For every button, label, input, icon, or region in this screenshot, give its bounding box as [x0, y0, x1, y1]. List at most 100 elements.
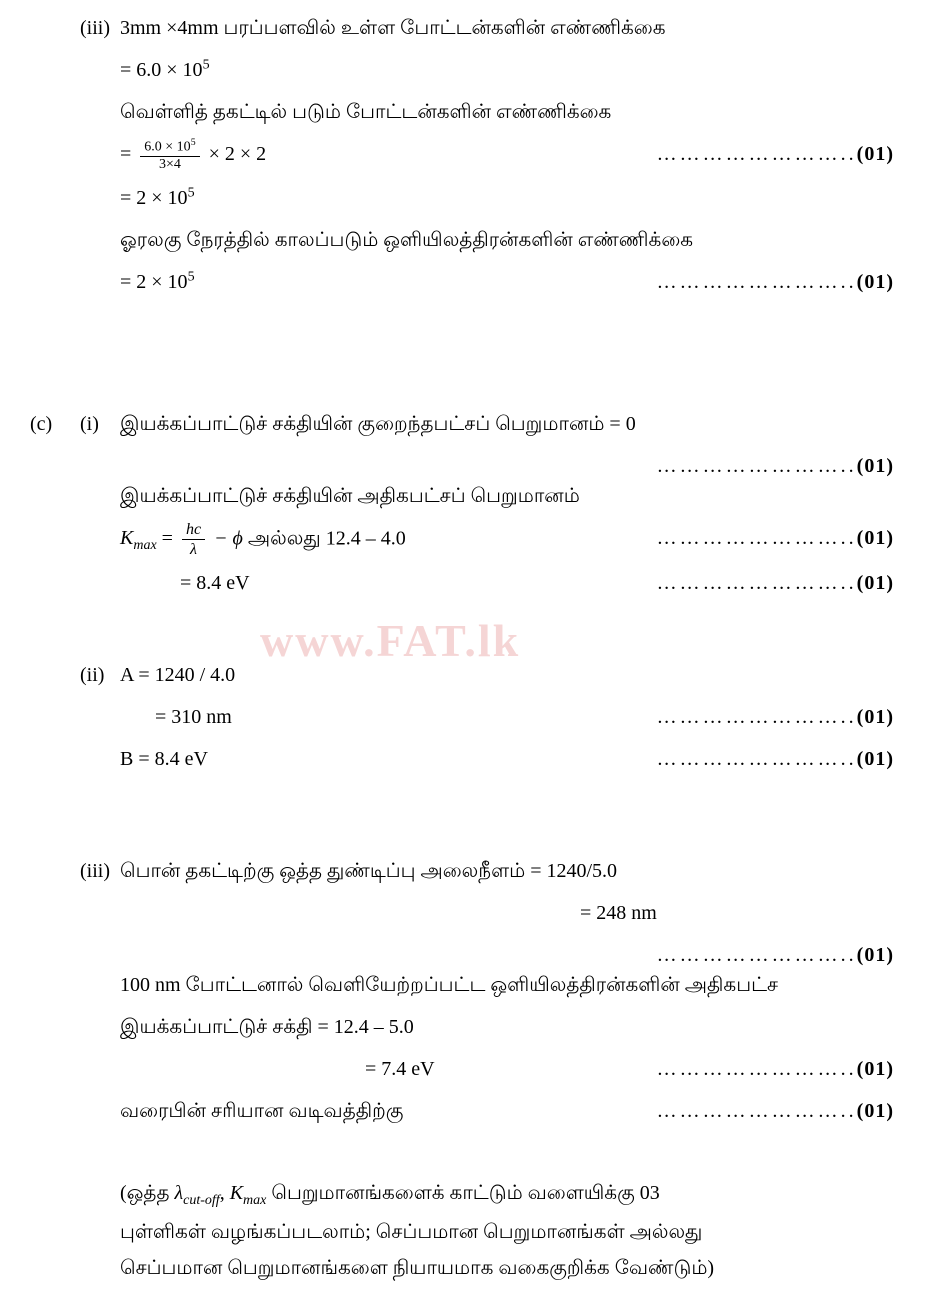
c-iii-note2: புள்ளிகள் வழங்கப்படலாம்; செப்பமான பெறுமா… — [20, 1214, 894, 1250]
label-iii: (iii) — [80, 10, 110, 46]
dots: …………………….. — [657, 1100, 857, 1122]
sup: 5 — [188, 185, 195, 200]
c-iii-line4: = 7.4 eV ……………………..(01) — [20, 1051, 894, 1087]
text: இயக்கப்பாட்டுச் சக்தி = 12.4 – 5.0 — [120, 1016, 414, 1038]
dots: …………………….. — [657, 455, 857, 477]
dots: …………………….. — [657, 944, 857, 966]
text: இயக்கப்பாட்டுச் சக்தியின் குறைந்தபட்சப் … — [120, 413, 636, 435]
note-line2: புள்ளிகள் வழங்கப்படலாம்; செப்பமான பெறுமா… — [120, 1221, 702, 1243]
mark-value: (01) — [857, 271, 894, 293]
c-iii-line3: இயக்கப்பாட்டுச் சக்தி = 12.4 – 5.0 — [20, 1009, 894, 1045]
mark: ……………………..(01) — [657, 520, 894, 556]
lambda: λ — [174, 1182, 183, 1204]
text: = 8.4 eV — [180, 572, 250, 594]
mark-row: ……………………..(01) — [20, 937, 894, 967]
c-iii-note3: செப்பமான பெறுமானங்களை நியாயமாக வகைகுறிக்… — [20, 1250, 894, 1286]
text: பொன் தகட்டிற்கு ஒத்த துண்டிப்பு அலைநீளம்… — [120, 860, 617, 882]
text: B = 8.4 eV — [120, 748, 208, 770]
document-content: (iii) 3mm ×4mm பரப்பளவில் உள்ள போட்டன்கள… — [20, 10, 894, 1286]
c-ii-line2: = 310 nm ……………………..(01) — [20, 699, 894, 735]
text: 100 nm போட்டனால் வெளியேற்றப்பட்ட ஒளியிலத… — [120, 974, 778, 996]
dots: …………………….. — [657, 143, 857, 165]
text: = 2 × 10 — [120, 187, 188, 209]
label-iii-c: (iii) — [80, 853, 110, 889]
lambda-sub: cut-off — [183, 1193, 220, 1208]
mark: ……………………..(01) — [657, 699, 894, 735]
eq: = — [157, 527, 178, 549]
sup: 5 — [188, 269, 195, 284]
c-iii-line1: (iii) பொன் தகட்டிற்கு ஒத்த துண்டிப்பு அல… — [20, 853, 894, 889]
c-iii-note: (ஒத்த λcut-off, Kmax பெறுமானங்களைக் காட்… — [20, 1175, 894, 1213]
text: × 2 × 2 — [204, 143, 267, 165]
text: = 248 nm — [580, 902, 657, 924]
c-i-line1: (c) (i) இயக்கப்பாட்டுச் சக்தியின் குறைந்… — [20, 406, 894, 442]
sup: 5 — [203, 57, 210, 72]
frac-den: λ — [182, 540, 205, 559]
dots: …………………….. — [657, 748, 857, 770]
or-text: அல்லது 12.4 – 4.0 — [248, 527, 406, 549]
comma: , — [220, 1182, 230, 1204]
text: இயக்கப்பாட்டுச் சக்தியின் அதிகபட்சப் பெற… — [120, 485, 580, 507]
label-ii: (ii) — [80, 657, 104, 693]
b-iii-line5: = 2 × 105 — [20, 180, 894, 216]
c-iii-result1: = 248 nm — [20, 895, 894, 931]
fraction: hc λ — [182, 520, 205, 559]
mark-value: (01) — [857, 455, 894, 477]
mark-value: (01) — [857, 706, 894, 728]
mark-value: (01) — [857, 748, 894, 770]
c-i-result: = 8.4 eV ……………………..(01) — [20, 565, 894, 601]
text: = 310 nm — [155, 706, 232, 728]
kmax-symbol: Kmax — [120, 527, 157, 549]
text: வெள்ளித் தகட்டில் படும் போட்டன்களின் எண்… — [120, 101, 611, 123]
text: = 6.0 × 10 — [120, 59, 203, 81]
b-iii-line7: = 2 × 105 ……………………..(01) — [20, 264, 894, 300]
mark-value: (01) — [857, 944, 894, 966]
dots: …………………….. — [657, 271, 857, 293]
dots: …………………….. — [657, 706, 857, 728]
c-iii-line2: 100 nm போட்டனால் வெளியேற்றப்பட்ட ஒளியிலத… — [20, 967, 894, 1003]
mark-value: (01) — [857, 1100, 894, 1122]
text: 3mm ×4mm பரப்பளவில் உள்ள போட்டன்களின் எண… — [120, 17, 666, 39]
text: = 2 × 10 — [120, 271, 188, 293]
mark-value: (01) — [857, 1058, 894, 1080]
b-iii-line6: ஓரலகு நேரத்தில் காலப்படும் ஒளியிலத்திரன்… — [20, 222, 894, 258]
c-i-line3: Kmax = hc λ − ϕ அல்லது 12.4 – 4.0 ………………… — [20, 520, 894, 559]
k-sub: max — [243, 1193, 266, 1208]
mark: ……………………..(01) — [657, 1051, 894, 1087]
sup: 5 — [191, 137, 196, 148]
dots: …………………….. — [657, 1058, 857, 1080]
b-iii-line4: = 6.0 × 105 3×4 × 2 × 2 ……………………..(01) — [20, 136, 894, 174]
mark: ……………………..(01) — [657, 264, 894, 300]
b-iii-line2: = 6.0 × 105 — [20, 52, 894, 88]
dots: …………………….. — [657, 527, 857, 549]
fraction: 6.0 × 105 3×4 — [140, 137, 199, 174]
text: ஓரலகு நேரத்தில் காலப்படும் ஒளியிலத்திரன்… — [120, 229, 693, 251]
frac-num: hc — [182, 520, 205, 540]
mark-row: ……………………..(01) — [20, 448, 894, 478]
c-iii-line5: வரைபின் சரியான வடிவத்திற்கு ……………………..(0… — [20, 1093, 894, 1129]
k-symbol: K — [230, 1182, 243, 1204]
frac-den: 3×4 — [140, 157, 199, 174]
text: = 7.4 eV — [365, 1058, 435, 1080]
label-i: (i) — [80, 406, 99, 442]
frac-num: 6.0 × 10 — [144, 139, 190, 154]
mark: ……………………..(01) — [657, 1093, 894, 1129]
dots: …………………….. — [657, 572, 857, 594]
mark-value: (01) — [857, 143, 894, 165]
c-ii-line1: (ii) A = 1240 / 4.0 — [20, 657, 894, 693]
c-ii-line3: B = 8.4 eV ……………………..(01) — [20, 741, 894, 777]
mark-value: (01) — [857, 572, 894, 594]
label-c: (c) — [30, 406, 52, 442]
mark: ……………………..(01) — [657, 741, 894, 777]
text: வரைபின் சரியான வடிவத்திற்கு — [120, 1100, 403, 1122]
b-iii-line3: வெள்ளித் தகட்டில் படும் போட்டன்களின் எண்… — [20, 94, 894, 130]
mark: ……………………..(01) — [657, 565, 894, 601]
minus-phi: − ϕ — [209, 527, 248, 549]
b-iii-line1: (iii) 3mm ×4mm பரப்பளவில் உள்ள போட்டன்கள… — [20, 10, 894, 46]
note-post: பெறுமானங்களைக் காட்டும் வளையிக்கு 03 — [266, 1182, 659, 1204]
c-i-line2: இயக்கப்பாட்டுச் சக்தியின் அதிகபட்சப் பெற… — [20, 478, 894, 514]
note-pre: (ஒத்த — [120, 1182, 174, 1204]
note-line3: செப்பமான பெறுமானங்களை நியாயமாக வகைகுறிக்… — [120, 1257, 714, 1279]
text: A = 1240 / 4.0 — [120, 664, 235, 686]
mark: ……………………..(01) — [657, 136, 894, 172]
